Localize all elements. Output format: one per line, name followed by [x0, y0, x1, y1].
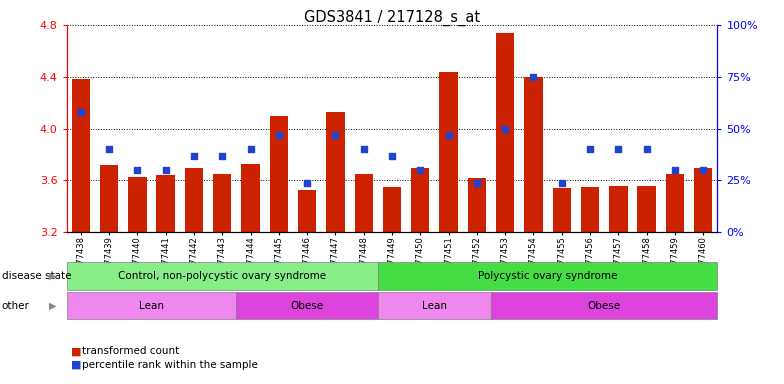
- Bar: [637, 186, 656, 232]
- Bar: [694, 167, 713, 232]
- Point: [329, 132, 342, 138]
- Bar: [326, 112, 345, 232]
- Bar: [553, 188, 571, 232]
- Bar: [354, 174, 373, 232]
- Text: other: other: [2, 301, 30, 311]
- Bar: [157, 175, 175, 232]
- Bar: [581, 187, 599, 232]
- Point: [527, 74, 539, 80]
- Point: [556, 179, 568, 185]
- Bar: [411, 167, 430, 232]
- Point: [386, 152, 398, 159]
- Bar: [241, 164, 260, 232]
- Text: percentile rank within the sample: percentile rank within the sample: [82, 360, 258, 370]
- Bar: [128, 177, 147, 232]
- Text: Obese: Obese: [291, 301, 324, 311]
- Text: ■: ■: [71, 360, 81, 370]
- Bar: [468, 178, 486, 232]
- Bar: [666, 174, 684, 232]
- Point: [131, 167, 143, 173]
- Point: [584, 146, 597, 152]
- Text: Lean: Lean: [139, 301, 164, 311]
- Text: ■: ■: [71, 346, 81, 356]
- Bar: [71, 79, 90, 232]
- Bar: [185, 167, 203, 232]
- Bar: [100, 165, 118, 232]
- Text: disease state: disease state: [2, 271, 71, 281]
- Point: [74, 109, 87, 115]
- Point: [499, 126, 511, 132]
- Point: [159, 167, 172, 173]
- Point: [669, 167, 681, 173]
- Point: [187, 152, 200, 159]
- Point: [103, 146, 115, 152]
- Point: [301, 179, 314, 185]
- Bar: [298, 190, 316, 232]
- Text: transformed count: transformed count: [82, 346, 180, 356]
- Text: ▶: ▶: [49, 301, 56, 311]
- Text: Obese: Obese: [588, 301, 621, 311]
- Text: GDS3841 / 217128_s_at: GDS3841 / 217128_s_at: [304, 10, 480, 26]
- Bar: [270, 116, 288, 232]
- Bar: [383, 187, 401, 232]
- Point: [414, 167, 426, 173]
- Point: [641, 146, 653, 152]
- Bar: [213, 174, 231, 232]
- Bar: [439, 71, 458, 232]
- Point: [216, 152, 228, 159]
- Bar: [496, 33, 514, 232]
- Text: ▶: ▶: [49, 271, 56, 281]
- Text: Polycystic ovary syndrome: Polycystic ovary syndrome: [478, 271, 617, 281]
- Text: Control, non-polycystic ovary syndrome: Control, non-polycystic ovary syndrome: [118, 271, 326, 281]
- Bar: [609, 186, 627, 232]
- Point: [612, 146, 625, 152]
- Point: [697, 167, 710, 173]
- Point: [470, 179, 483, 185]
- Bar: [524, 77, 543, 232]
- Point: [273, 132, 285, 138]
- Point: [245, 146, 257, 152]
- Point: [358, 146, 370, 152]
- Point: [442, 132, 455, 138]
- Text: Lean: Lean: [422, 301, 447, 311]
